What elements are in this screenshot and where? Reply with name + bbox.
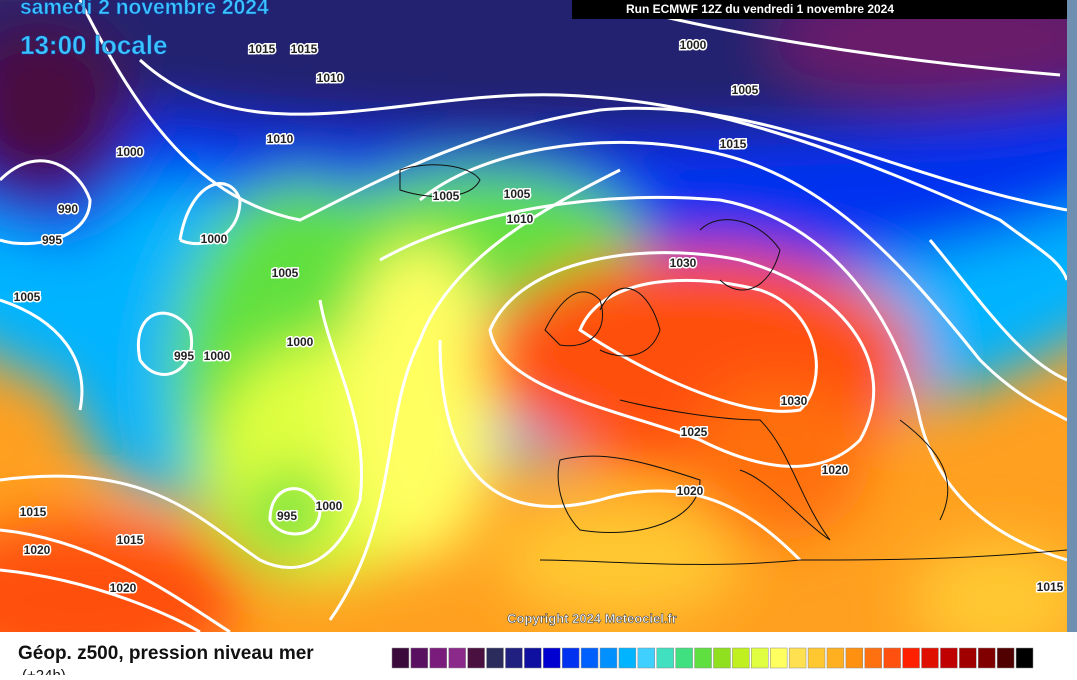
isobar-label: 1005 [433, 189, 460, 203]
isobar-label: 995 [277, 509, 297, 523]
isobar-label: 1005 [732, 83, 759, 97]
color-swatch [940, 647, 958, 669]
map-date: samedi 2 novembre 2024 [20, 0, 269, 19]
color-swatch [467, 647, 485, 669]
color-swatch [807, 647, 826, 669]
color-swatch [713, 647, 731, 669]
coastlines [399, 164, 1067, 565]
isobar-label: 1020 [677, 484, 704, 498]
isobar-label: 1000 [287, 335, 314, 349]
color-swatch [769, 647, 788, 669]
color-swatch [921, 647, 939, 669]
isobar-label: 990 [58, 202, 78, 216]
color-swatch [675, 647, 693, 669]
isobar-label: 1015 [20, 505, 47, 519]
color-swatch [845, 647, 864, 669]
isobar-label: 1015 [720, 137, 747, 151]
isobar-label: 995 [42, 233, 62, 247]
color-swatch [618, 647, 637, 669]
isobar-label: 1010 [317, 71, 344, 85]
isobar-label: 1005 [504, 187, 531, 201]
copyright: Copyright 2024 Meteociel.fr [507, 611, 677, 626]
color-swatch [543, 647, 561, 669]
isobar-label: 1000 [201, 232, 228, 246]
isobars [0, 0, 1067, 632]
color-swatch [732, 647, 750, 669]
color-swatch [883, 647, 901, 669]
color-swatch [486, 647, 504, 669]
isobar-label: 1025 [681, 425, 708, 439]
color-swatch [826, 647, 845, 669]
color-swatch [1015, 647, 1034, 669]
color-swatch [410, 647, 429, 669]
color-swatch [429, 647, 447, 669]
isobar-label: 1000 [316, 499, 343, 513]
color-swatch [959, 647, 977, 669]
isobar-labels: 1015 1015 1010 1000 1005 1015 1000 1010 990 995 10… [12, 37, 1065, 597]
isobar-label: 1010 [267, 132, 294, 146]
color-swatch [694, 647, 712, 669]
isobar-label: 1030 [670, 256, 697, 270]
color-swatch [751, 647, 769, 669]
color-swatch [524, 647, 542, 669]
isobar-label: 1020 [822, 463, 849, 477]
color-swatch [864, 647, 882, 669]
frame [1067, 0, 1077, 632]
isobar-label: 995 [174, 349, 194, 363]
map-time: 13:00 locale [20, 30, 167, 60]
color-swatch [996, 647, 1015, 669]
color-swatch [978, 647, 996, 669]
isobar-label: 1015 [1037, 580, 1064, 594]
footer-title: Géop. z500, pression niveau mer [18, 643, 314, 664]
run-info: Run ECMWF 12Z du vendredi 1 novembre 202… [626, 2, 894, 16]
isobar-label: 1005 [14, 290, 41, 304]
isobar-label: 1020 [24, 543, 51, 557]
isobar-label: 1020 [110, 581, 137, 595]
color-swatch [561, 647, 580, 669]
color-swatch [788, 647, 807, 669]
isobar-label: 1000 [117, 145, 144, 159]
color-swatch [391, 647, 410, 669]
isobar-label: 1015 [117, 533, 144, 547]
isobar-label: 1000 [680, 38, 707, 52]
color-swatch [448, 647, 466, 669]
color-swatch [656, 647, 674, 669]
color-swatch [505, 647, 523, 669]
isobar-label: 1005 [272, 266, 299, 280]
color-swatch [902, 647, 920, 669]
isobar-label: 1000 [204, 349, 231, 363]
run-banner [572, 0, 1067, 19]
isobar-label: 1010 [507, 212, 534, 226]
color-swatch [580, 647, 599, 669]
isobar-label: 1015 [291, 42, 318, 56]
isobar-label: 1030 [781, 394, 808, 408]
color-swatch [599, 647, 618, 669]
color-scale [391, 647, 1034, 669]
isobar-label: 1015 [249, 42, 276, 56]
footer-subtitle: (+24h) [22, 667, 66, 675]
color-swatch [637, 647, 656, 669]
